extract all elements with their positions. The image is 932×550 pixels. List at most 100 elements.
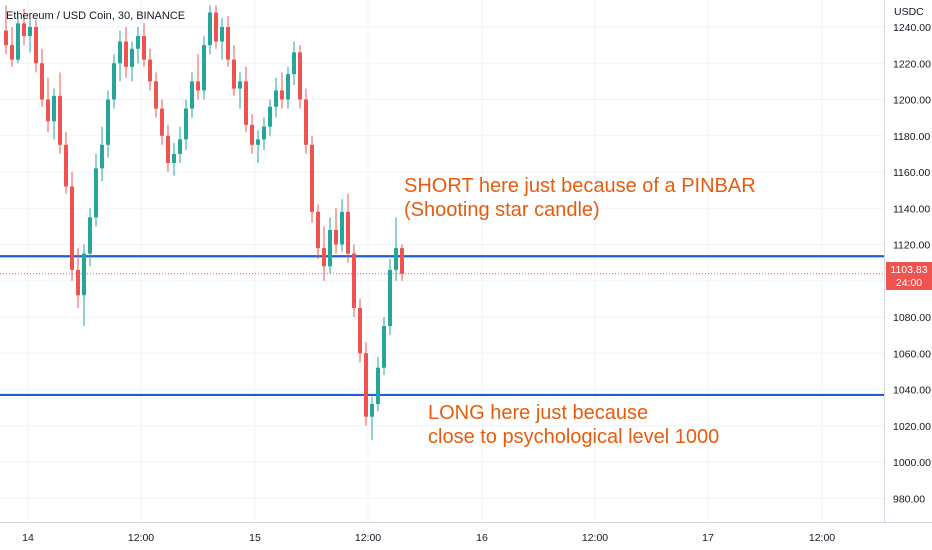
candle-body [52,95,56,122]
candle-body [328,230,332,267]
candle-body [4,30,8,46]
time-tick-label: 17 [702,532,714,544]
candle [280,72,284,109]
candle-body [46,99,50,122]
price-tick-label: 1220.00 [893,58,931,70]
candle-body [40,63,44,100]
price-tick-label: 1140.00 [893,203,930,215]
candle [52,88,56,140]
candle-body [292,52,296,75]
candle-body [142,36,146,60]
candle [238,72,242,109]
candle [262,117,266,151]
candle [148,48,152,91]
candle [250,114,254,154]
short-annotation: SHORT here just because of a PINBAR (Sho… [404,174,756,222]
candle-body [310,144,314,212]
candle [394,217,398,281]
candle [274,77,278,118]
price-tick-label: 1080.00 [893,312,931,324]
candle-body [220,27,224,42]
candle-body [94,168,98,218]
candle [268,99,272,136]
candle [388,259,392,336]
candle-body [382,326,386,368]
candle [334,208,338,254]
symbol-title[interactable]: Ethereum / USD Coin, 30, BINANCE [6,10,186,22]
candle [292,41,296,85]
candle-body [58,95,62,145]
candle-body [136,36,140,49]
price-tick-label: 1240.00 [893,22,931,34]
candle [184,99,188,151]
candlestick-series [4,5,404,441]
candle-body [364,353,368,417]
candle [172,143,176,176]
candle [190,72,194,118]
candle [226,16,230,67]
candle [298,45,302,109]
time-axis[interactable]: 14 12:00 15 12:00 16 12:00 17 12:00 [22,532,835,544]
candle-body [400,248,404,274]
candle-body [304,99,308,145]
candle-body [262,126,266,140]
candle [232,45,236,96]
candle [100,126,104,182]
candle [70,172,74,281]
long-annotation-line1: LONG here just because [428,402,649,424]
price-tick-label: 1000.00 [893,457,931,469]
candle-body [100,144,104,169]
time-tick-label: 15 [249,532,261,544]
candle [316,204,320,259]
candle [304,88,308,154]
candle-body [10,45,14,60]
price-tick-label: 980.00 [893,493,925,505]
candle [28,17,32,53]
candle-body [394,248,398,270]
price-tick-label: 1180.00 [893,131,930,143]
candle-body [268,106,272,127]
candle-body [376,367,380,404]
candle-body [82,253,86,296]
candle [16,16,20,64]
price-tick-label: 1060.00 [893,348,931,360]
candle [220,17,224,60]
candle [286,66,290,109]
candle [58,72,62,154]
candle [370,396,374,441]
candle [328,217,332,274]
candle [322,226,326,281]
chart-grid [0,0,884,522]
candle-body [118,41,122,64]
candle-body [238,81,242,89]
candle [94,153,98,227]
candle-body [124,41,128,67]
candle-body [298,52,302,100]
bar-countdown: 24:00 [895,277,923,289]
time-tick-label: 12:00 [809,532,835,544]
candle-body [178,139,182,154]
candle-body [34,27,38,64]
candle-body [250,124,254,145]
candle-body [76,269,80,296]
candle [400,244,404,281]
candle [340,199,344,252]
short-annotation-line2: (Shooting star candle) [404,199,600,221]
last-price-value: 1103.83 [890,264,928,276]
candle-body [196,81,200,91]
candle-body [226,27,230,60]
short-annotation-line1: SHORT here just because of a PINBAR [404,175,756,197]
candle [4,5,8,55]
candle-body [130,48,134,67]
candle-body [70,186,74,270]
candle-body [64,144,68,187]
price-axis[interactable]: USDC 1240.00 1220.00 1200.00 1180.00 1160.00… [893,6,931,505]
candle [88,208,92,267]
candle [208,5,212,55]
candle-body [346,211,350,254]
candle-body [28,27,32,37]
candle-body [388,269,392,327]
horizontal-levels [0,255,884,397]
candle [64,132,68,194]
